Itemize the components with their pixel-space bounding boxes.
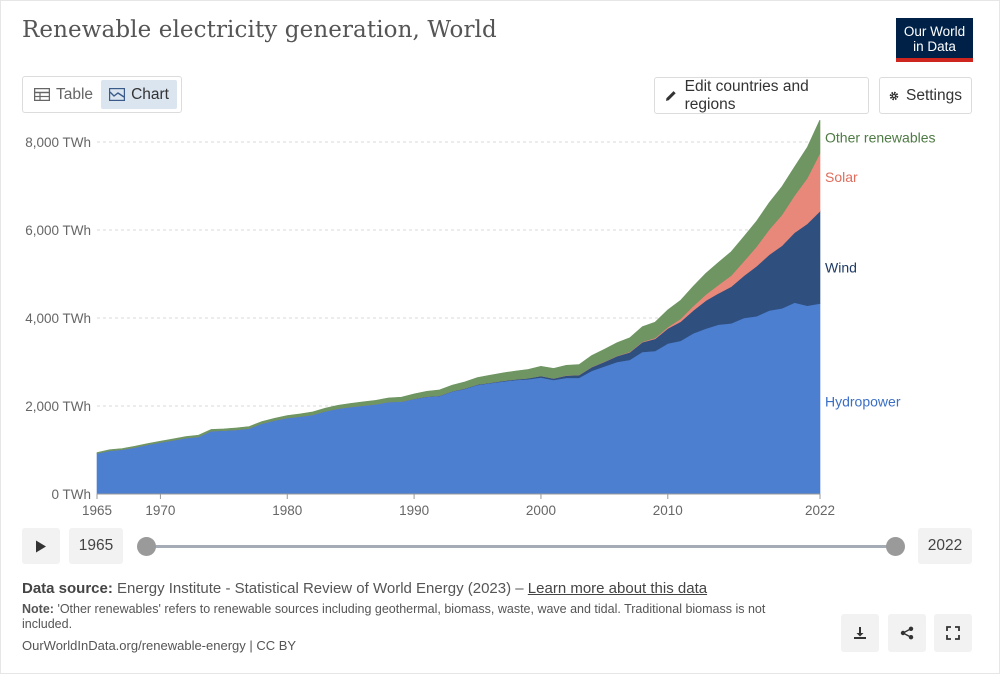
chart-icon — [109, 88, 126, 101]
note-text: 'Other renewables' refers to renewable s… — [22, 602, 766, 631]
timeline-track[interactable] — [147, 545, 895, 548]
owid-logo[interactable]: Our World in Data — [896, 18, 973, 62]
timeline-start-handle[interactable] — [137, 537, 156, 556]
data-source: Data source: Energy Institute - Statisti… — [22, 580, 707, 597]
y-tick-label: 0 TWh — [51, 487, 91, 502]
tab-chart-label: Chart — [131, 85, 169, 103]
tab-table-label: Table — [56, 85, 94, 103]
y-tick-label: 2,000 TWh — [25, 399, 91, 414]
play-button[interactable] — [22, 528, 60, 564]
logo-line-1: Our World — [903, 24, 966, 39]
edit-countries-button[interactable]: Edit countries and regions — [654, 77, 869, 114]
x-tick-label: 2000 — [526, 503, 556, 518]
tab-chart[interactable]: Chart — [101, 80, 177, 109]
x-tick-label: 1965 — [82, 503, 112, 518]
area-chart: 0 TWh 2,000 TWh 4,000 TWh 6,000 TWh 8,000 TW… — [25, 120, 936, 518]
series-label: Hydropower — [825, 394, 901, 410]
fullscreen-icon — [946, 626, 960, 640]
fullscreen-button[interactable] — [934, 614, 972, 652]
play-icon — [36, 540, 46, 552]
end-year-label[interactable]: 2022 — [918, 528, 972, 564]
share-icon — [900, 626, 914, 640]
view-tabs: Table Chart — [22, 76, 182, 113]
edit-countries-label: Edit countries and regions — [684, 77, 809, 113]
source-text: Energy Institute - Statistical Review of… — [117, 580, 524, 597]
gear-icon — [889, 91, 899, 100]
source-url[interactable]: OurWorldInData.org/renewable-energy | CC… — [22, 638, 297, 653]
page-title: Renewable electricity generation, World — [22, 17, 497, 43]
download-icon — [854, 627, 866, 639]
x-tick-label: 1970 — [145, 503, 175, 518]
x-tick-label: 2022 — [805, 503, 835, 518]
source-label: Data source: — [22, 580, 113, 597]
start-year-label[interactable]: 1965 — [69, 528, 123, 564]
note-label: Note: — [22, 602, 54, 616]
x-tick-label: 1980 — [272, 503, 302, 518]
settings-label: Settings — [905, 86, 962, 104]
timeline-end-handle[interactable] — [886, 537, 905, 556]
series-area-other-renewables — [96, 120, 821, 454]
logo-line-2: in Data — [913, 39, 956, 54]
timeline: 1965 2022 — [0, 524, 1000, 570]
settings-button[interactable]: Settings — [879, 77, 972, 114]
series-label: Wind — [825, 259, 857, 275]
chart-note: Note: 'Other renewables' refers to renew… — [22, 602, 812, 632]
series-label: Solar — [825, 169, 858, 185]
learn-more-link[interactable]: Learn more about this data — [527, 580, 708, 597]
y-tick-label: 6,000 TWh — [25, 223, 91, 238]
y-tick-label: 4,000 TWh — [25, 311, 91, 326]
x-tick-label: 2010 — [653, 503, 683, 518]
share-button[interactable] — [888, 614, 926, 652]
table-icon — [34, 88, 50, 101]
series-area-hydropower — [96, 302, 821, 495]
series-label: Other renewables — [825, 130, 936, 146]
y-tick-label: 8,000 TWh — [25, 135, 91, 150]
pencil-icon — [665, 90, 676, 101]
download-button[interactable] — [841, 614, 879, 652]
x-tick-label: 1990 — [399, 503, 429, 518]
tab-table[interactable]: Table — [26, 80, 101, 109]
